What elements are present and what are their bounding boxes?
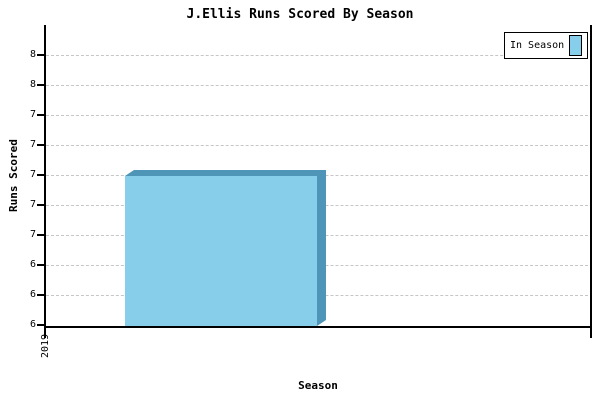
y-tick-label: 6 xyxy=(29,259,36,270)
y-tick-mark xyxy=(37,294,45,296)
y-tick-mark xyxy=(37,204,45,206)
x-axis-label: Season xyxy=(298,379,338,392)
y-tick-label: 6 xyxy=(29,289,36,300)
y-tick-mark xyxy=(37,324,45,326)
legend-box: In Season xyxy=(504,32,588,59)
bar-2019 xyxy=(125,170,326,326)
x-tick-label-2019: 2019 xyxy=(40,333,51,358)
y-tick-label: 8 xyxy=(29,79,36,90)
y-tick-label: 7 xyxy=(29,229,36,240)
y-tick-label: 7 xyxy=(29,139,36,150)
legend-bar-swatch-icon xyxy=(569,35,582,56)
y-tick-mark xyxy=(37,84,45,86)
y-tick-label: 7 xyxy=(29,169,36,180)
y-tick-label: 7 xyxy=(29,199,36,210)
chart-title: J.Ellis Runs Scored By Season xyxy=(186,7,414,22)
y-tick-label: 8 xyxy=(29,49,36,60)
y-tick-label: 7 xyxy=(29,109,36,120)
y-axis-line xyxy=(44,25,46,338)
right-border-line xyxy=(590,25,592,338)
y-tick-mark xyxy=(37,54,45,56)
gridline xyxy=(46,145,588,146)
legend-label: In Season xyxy=(510,40,565,51)
y-tick-mark xyxy=(37,264,45,266)
y-tick-mark xyxy=(37,114,45,116)
y-tick-mark xyxy=(37,174,45,176)
x-axis-line xyxy=(44,326,592,328)
y-tick-mark xyxy=(37,144,45,146)
bar-2019-face xyxy=(125,176,317,326)
gridline xyxy=(46,85,588,86)
y-tick-label: 6 xyxy=(29,319,36,330)
gridline xyxy=(46,55,588,56)
gridline xyxy=(46,115,588,116)
y-tick-mark xyxy=(37,234,45,236)
